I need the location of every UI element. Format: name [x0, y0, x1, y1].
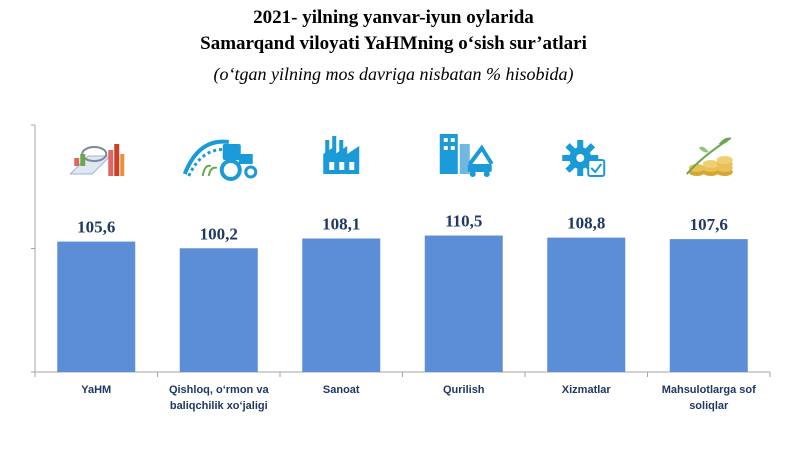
chart-axes — [31, 124, 771, 377]
bar-0 — [57, 241, 136, 372]
chart-labels: 105,6 YaHM 100,2 Qishloq, o‘rmon va baliqchi… — [77, 212, 756, 412]
money-growth-icon — [686, 137, 733, 176]
bar-2 — [302, 238, 381, 372]
chart-report-icon — [69, 144, 125, 176]
chart-icons — [69, 134, 733, 181]
chart-bars — [57, 235, 748, 372]
services-gear-icon — [562, 140, 606, 177]
tractor-icon — [182, 139, 258, 181]
category-label-1-0: Qishloq, o‘rmon va — [169, 384, 270, 396]
chart-title-line-1: 2021- yilning yanvar-iyun oylarida — [253, 7, 534, 28]
chart-title-line-2: Samarqand viloyati YaHMning o‘sish sur’a… — [200, 33, 587, 54]
data-label-5: 107,6 — [690, 215, 728, 234]
data-label-1: 100,2 — [200, 224, 238, 243]
data-label-3: 110,5 — [445, 212, 482, 231]
category-label-1-1: baliqchilik xo‘jaligi — [170, 400, 268, 412]
category-label-5-1: soliqlar — [689, 400, 729, 412]
factory-icon — [323, 136, 360, 174]
construction-icon — [439, 134, 494, 177]
data-label-0: 105,6 — [77, 218, 115, 237]
bar-4 — [547, 237, 626, 372]
data-label-2: 108,1 — [322, 214, 360, 233]
category-label-3-0: Qurilish — [443, 384, 485, 396]
category-label-5-0: Mahsulotlarga sof — [662, 384, 756, 396]
category-label-0-0: YaHM — [81, 384, 111, 396]
data-label-4: 108,8 — [567, 214, 605, 233]
bar-3 — [424, 235, 503, 372]
bar-1 — [179, 248, 258, 372]
category-label-4-0: Xizmatlar — [562, 384, 612, 396]
bar-5 — [669, 239, 748, 372]
category-label-2-0: Sanoat — [323, 384, 360, 396]
chart-subtitle: (o‘tgan yilning mos davriga nisbatan % h… — [213, 64, 574, 84]
